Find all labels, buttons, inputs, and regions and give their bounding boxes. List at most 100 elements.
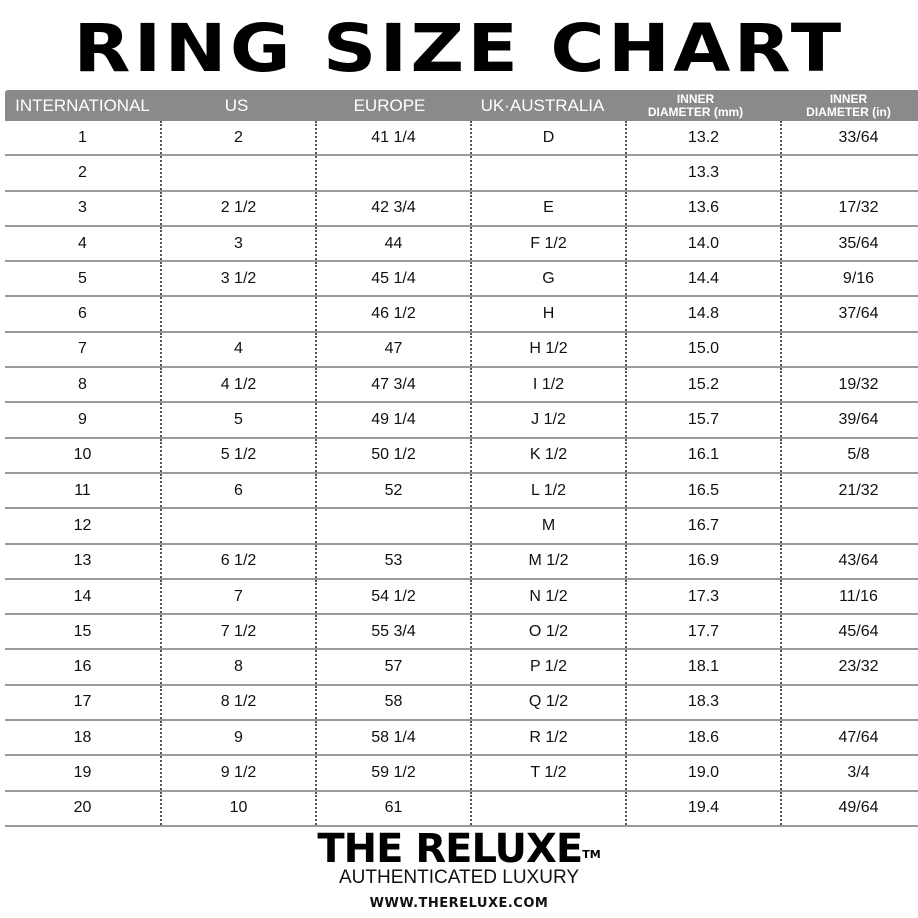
cell-us: 7 1/2 xyxy=(160,615,315,649)
cell-us: 2 1/2 xyxy=(160,191,315,225)
brand-logo: THE RELUXETM AUTHENTICATED LUXURY WWW.TH… xyxy=(0,826,918,911)
cell-inner-diameter-in: 21/32 xyxy=(780,473,918,508)
table-row: 4 3 44 F 1/2 14.0 35/64 xyxy=(5,226,918,263)
cell-international: 16 xyxy=(73,658,92,676)
cell-inner-diameter-mm: 14.0 xyxy=(625,226,780,261)
cell-uk-australia: O 1/2 xyxy=(470,615,625,649)
cell-uk-australia: N 1/2 xyxy=(470,579,625,614)
cell-europe: 52 xyxy=(315,473,470,508)
cell-uk-australia: I 1/2 xyxy=(470,368,625,402)
table-row: 3 2 1/2 42 3/4 E 13.6 17/32 xyxy=(5,191,918,227)
cell-inner-diameter-in: 49/64 xyxy=(780,791,918,825)
cell-us: 3 xyxy=(160,226,315,261)
header-label: DIAMETER (mm) xyxy=(647,104,744,119)
brand-name: THE RELUXE xyxy=(317,826,583,872)
cell-europe: 47 xyxy=(315,332,470,367)
cell-inner-diameter-in: 45/64 xyxy=(780,615,918,649)
table-row: 19 9 1/2 59 1/2 T 1/2 19.0 3/4 xyxy=(5,756,918,792)
cell-international: 5 xyxy=(78,269,87,287)
cell-inner-diameter-in: 5/8 xyxy=(780,438,918,472)
table-body: 1 2 41 1/4 D 13.2 33/64 2 13.3 3 2 1/2 42 3/4 E 13.6… xyxy=(5,121,918,827)
cell-us: 9 xyxy=(160,721,315,755)
cell-europe: 46 1/2 xyxy=(315,297,470,331)
table-row: 14 7 54 1/2 N 1/2 17.3 11/16 xyxy=(5,579,918,616)
cell-uk-australia: H xyxy=(470,297,625,331)
cell-inner-diameter-in: 3/4 xyxy=(780,756,918,790)
cell-uk-australia: F 1/2 xyxy=(470,226,625,261)
cell-inner-diameter-mm: 18.6 xyxy=(625,721,780,755)
cell-inner-diameter-in: 43/64 xyxy=(780,544,918,578)
cell-europe: 58 1/4 xyxy=(315,721,470,755)
cell-international: 6 xyxy=(78,305,87,323)
cell-inner-diameter-in: 23/32 xyxy=(780,650,918,684)
cell-uk-australia: E xyxy=(470,191,625,225)
cell-europe: 54 1/2 xyxy=(315,579,470,614)
cell-us: 5 xyxy=(160,403,315,437)
cell-inner-diameter-in: 11/16 xyxy=(780,579,918,614)
cell-us xyxy=(160,297,315,331)
cell-international: 1 xyxy=(78,128,87,146)
cell-international: 17 xyxy=(73,693,92,711)
header-label: DIAMETER (in) xyxy=(806,104,891,119)
table-row: 18 9 58 1/4 R 1/2 18.6 47/64 xyxy=(5,721,918,757)
table-row: 2 13.3 xyxy=(5,156,918,192)
cell-us: 4 1/2 xyxy=(160,368,315,402)
column-header-inner-diameter-in: INNER DIAMETER (in) xyxy=(772,90,918,121)
cell-uk-australia: Q 1/2 xyxy=(470,685,625,720)
cell-uk-australia: G xyxy=(470,262,625,296)
cell-uk-australia: M 1/2 xyxy=(470,544,625,578)
cell-international: 14 xyxy=(73,587,92,605)
website-url[interactable]: WWW.THERELUXE.COM xyxy=(369,896,549,911)
cell-europe: 49 1/4 xyxy=(315,403,470,437)
cell-inner-diameter-in: 37/64 xyxy=(780,297,918,331)
table-row: 6 46 1/2 H 14.8 37/64 xyxy=(5,297,918,333)
cell-international: 20 xyxy=(73,799,92,817)
cell-inner-diameter-mm: 16.5 xyxy=(625,473,780,508)
table-row: 15 7 1/2 55 3/4 O 1/2 17.7 45/64 xyxy=(5,615,918,651)
table-header: INTERNATIONAL US EUROPE UK·AUSTRALIA INNER DI… xyxy=(5,90,918,121)
column-header-uk-australia: UK·AUSTRALIA xyxy=(466,90,619,121)
cell-europe: 47 3/4 xyxy=(315,368,470,402)
cell-europe: 53 xyxy=(315,544,470,578)
header-label: US xyxy=(224,95,249,115)
cell-europe xyxy=(315,156,470,190)
cell-inner-diameter-mm: 14.4 xyxy=(625,262,780,296)
table-row: 8 4 1/2 47 3/4 I 1/2 15.2 19/32 xyxy=(5,368,918,404)
table-row: 1 2 41 1/4 D 13.2 33/64 xyxy=(5,121,918,157)
cell-international: 9 xyxy=(78,411,87,429)
table-row: 12 M 16.7 xyxy=(5,509,918,545)
cell-europe: 50 1/2 xyxy=(315,438,470,472)
cell-inner-diameter-mm: 15.7 xyxy=(625,403,780,437)
table-row: 17 8 1/2 58 Q 1/2 18.3 xyxy=(5,685,918,722)
cell-inner-diameter-mm: 16.7 xyxy=(625,509,780,543)
table-row: 16 8 57 P 1/2 18.1 23/32 xyxy=(5,650,918,686)
cell-inner-diameter-in: 17/32 xyxy=(780,191,918,225)
cell-international: 3 xyxy=(78,199,87,217)
cell-international: 2 xyxy=(78,163,87,181)
cell-us: 2 xyxy=(160,121,315,155)
table-row: 13 6 1/2 53 M 1/2 16.9 43/64 xyxy=(5,544,918,580)
cell-uk-australia xyxy=(470,791,625,825)
table-row: 20 10 61 19.4 49/64 xyxy=(5,791,918,827)
column-header-inner-diameter-mm: INNER DIAMETER (mm) xyxy=(619,90,772,121)
header-label: UK·AUSTRALIA xyxy=(480,95,605,115)
cell-europe: 58 xyxy=(315,685,470,720)
header-label: EUROPE xyxy=(353,95,426,115)
ring-size-table: INTERNATIONAL US EUROPE UK·AUSTRALIA INNER DI… xyxy=(5,90,918,827)
cell-inner-diameter-mm: 16.1 xyxy=(625,438,780,472)
cell-international: 15 xyxy=(73,622,92,640)
cell-inner-diameter-in: 33/64 xyxy=(780,121,918,155)
table-row: 10 5 1/2 50 1/2 K 1/2 16.1 5/8 xyxy=(5,438,918,474)
header-label: INNER xyxy=(676,91,715,106)
cell-international: 4 xyxy=(78,234,87,252)
cell-international: 13 xyxy=(73,552,92,570)
cell-inner-diameter-mm: 13.3 xyxy=(625,156,780,190)
cell-us: 5 1/2 xyxy=(160,438,315,472)
cell-europe: 55 3/4 xyxy=(315,615,470,649)
cell-inner-diameter-mm: 15.2 xyxy=(625,368,780,402)
cell-inner-diameter-mm: 15.0 xyxy=(625,332,780,367)
cell-international: 7 xyxy=(78,340,87,358)
cell-us: 7 xyxy=(160,579,315,614)
trademark: TM xyxy=(582,848,601,861)
cell-inner-diameter-mm: 16.9 xyxy=(625,544,780,578)
